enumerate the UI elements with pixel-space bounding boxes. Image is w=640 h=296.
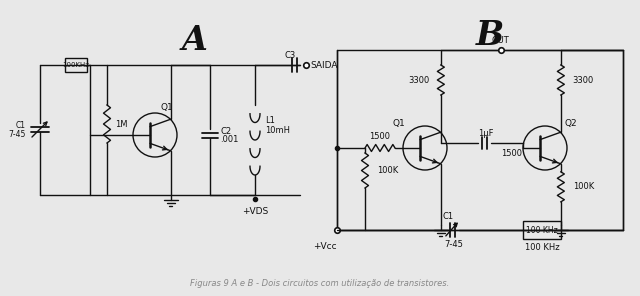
Text: 100K: 100K	[573, 182, 594, 191]
Text: 100KHz: 100KHz	[63, 62, 90, 68]
Text: +VDS: +VDS	[242, 207, 268, 215]
Text: A: A	[182, 23, 208, 57]
Text: L1: L1	[265, 115, 275, 125]
Bar	[65, 58, 87, 72]
Text: C1: C1	[16, 120, 26, 130]
Text: B: B	[476, 19, 504, 52]
Text: 7-45: 7-45	[8, 130, 26, 139]
Text: 100 KHz: 100 KHz	[526, 226, 558, 234]
Text: SAIDA: SAIDA	[310, 60, 337, 70]
Text: Q2: Q2	[564, 118, 577, 128]
Text: 10mH: 10mH	[265, 126, 290, 134]
Text: OUT: OUT	[492, 36, 509, 44]
Text: 3300: 3300	[572, 75, 593, 84]
Text: 100 KHz: 100 KHz	[525, 243, 559, 252]
Text: +Vcc: +Vcc	[313, 242, 337, 250]
Text: 7-45: 7-45	[445, 239, 463, 249]
Text: 1M: 1M	[115, 120, 127, 128]
Text: 1μF: 1μF	[478, 128, 493, 138]
Text: Q1: Q1	[160, 102, 173, 112]
Text: Figuras 9 A e B - Dois circuitos com utilização de transistores.: Figuras 9 A e B - Dois circuitos com uti…	[190, 279, 450, 289]
Text: C1: C1	[442, 212, 454, 221]
Text: 100K: 100K	[377, 165, 398, 175]
Text: C2: C2	[220, 126, 231, 136]
Text: .001: .001	[220, 134, 238, 144]
Text: C3: C3	[284, 51, 296, 59]
Bar	[523, 221, 561, 239]
Text: 3300: 3300	[408, 75, 429, 84]
Text: 1500: 1500	[369, 131, 390, 141]
Text: 1500: 1500	[501, 149, 522, 157]
Text: Q1: Q1	[392, 118, 405, 128]
